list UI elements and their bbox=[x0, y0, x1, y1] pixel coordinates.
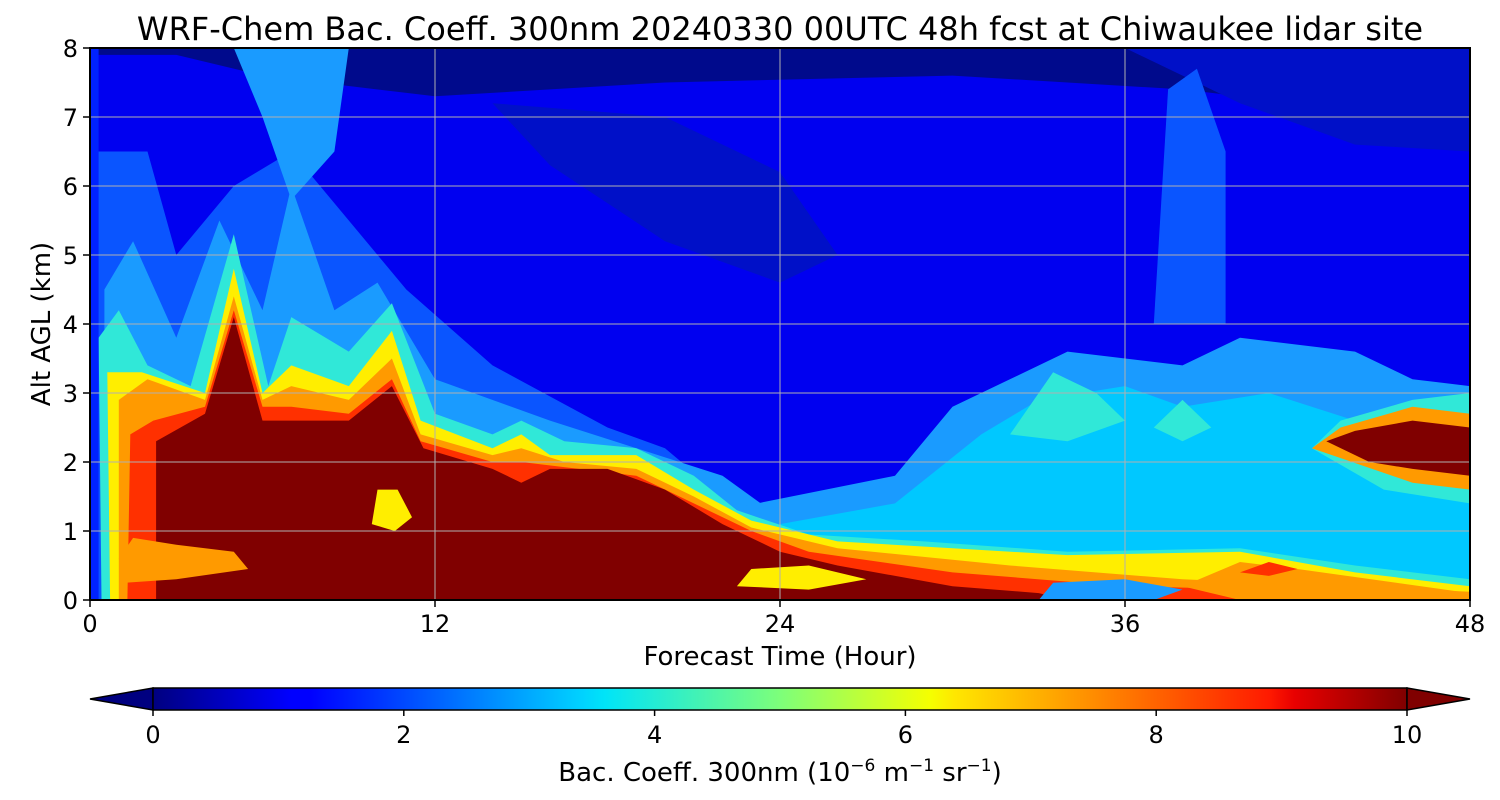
x-tick-label: 24 bbox=[765, 610, 796, 638]
colorbar: 0 2 4 6 8 10 Bac. Coeff. 300nm (10−6 m−1 sr−1… bbox=[89, 687, 1471, 788]
field-region-plume-inner-gap bbox=[371, 489, 412, 531]
grid bbox=[90, 48, 1470, 600]
field-region-mid-teal-blob-2 bbox=[1153, 399, 1212, 442]
y-tick-label: 7 bbox=[63, 104, 78, 132]
x-tick-label: 0 bbox=[82, 610, 97, 638]
y-tick-label: 3 bbox=[63, 380, 78, 408]
heatmap-field bbox=[90, 48, 1470, 600]
colorbar-ticks: 0 2 4 6 8 10 bbox=[145, 710, 1422, 749]
colorbar-label-end: ) bbox=[992, 758, 1002, 788]
colorbar-label-mid2: sr bbox=[934, 758, 967, 788]
field-region-upper-dark-region bbox=[492, 103, 838, 283]
chart-title: WRF-Chem Bac. Coeff. 300nm 20240330 00UT… bbox=[137, 10, 1423, 48]
colorbar-label-exp2: −1 bbox=[909, 756, 934, 776]
y-tick-label: 2 bbox=[63, 449, 78, 477]
colorbar-label-exp3: −1 bbox=[967, 756, 992, 776]
colorbar-tick-label: 4 bbox=[647, 721, 662, 749]
y-tick-label: 1 bbox=[63, 518, 78, 546]
y-tick-label: 0 bbox=[63, 587, 78, 615]
colorbar-label: Bac. Coeff. 300nm (10−6 m−1 sr−1) bbox=[558, 756, 1001, 788]
colorbar-tick-label: 6 bbox=[898, 721, 913, 749]
field-region-surface-blue-pocket bbox=[1038, 579, 1183, 600]
colorbar-label-exp1: −6 bbox=[850, 756, 875, 776]
colorbar-tick-label: 8 bbox=[1149, 721, 1164, 749]
field-region-left-top-plume bbox=[233, 48, 349, 200]
colorbar-body bbox=[152, 687, 1408, 711]
colorbar-tick-label: 2 bbox=[396, 721, 411, 749]
field-region-mid-teal-blob bbox=[1010, 372, 1125, 442]
y-tick-label: 6 bbox=[63, 173, 78, 201]
x-tick-label: 12 bbox=[420, 610, 451, 638]
colorbar-label-main: Bac. Coeff. 300nm (10 bbox=[558, 758, 850, 788]
field-region-upper-right-dark bbox=[1125, 48, 1470, 152]
field-region-late-tail-red bbox=[1240, 562, 1298, 576]
y-axis-ticks: 0 1 2 3 4 5 6 7 8 bbox=[63, 35, 90, 615]
y-tick-label: 4 bbox=[63, 311, 78, 339]
plot-area bbox=[90, 48, 1470, 600]
colorbar-tick-label: 0 bbox=[145, 721, 160, 749]
field-region-right-column bbox=[1153, 68, 1226, 324]
x-axis-ticks: 0 12 24 36 48 bbox=[82, 600, 1485, 638]
field-region-plume-core bbox=[156, 317, 1068, 600]
x-axis-label: Forecast Time (Hour) bbox=[643, 642, 916, 672]
colorbar-label-mid: m bbox=[875, 758, 909, 788]
colorbar-tick-label: 10 bbox=[1392, 721, 1423, 749]
colorbar-extend-max bbox=[1406, 687, 1471, 711]
x-tick-label: 36 bbox=[1110, 610, 1141, 638]
x-tick-label: 48 bbox=[1455, 610, 1486, 638]
y-tick-label: 8 bbox=[63, 35, 78, 63]
y-tick-label: 5 bbox=[63, 242, 78, 270]
colorbar-extend-min bbox=[89, 687, 154, 711]
field-region-plume-inner-left-gap bbox=[118, 537, 249, 583]
field-region-surface-yellow-hole bbox=[736, 565, 867, 590]
y-axis-label: Alt AGL (km) bbox=[27, 242, 57, 406]
